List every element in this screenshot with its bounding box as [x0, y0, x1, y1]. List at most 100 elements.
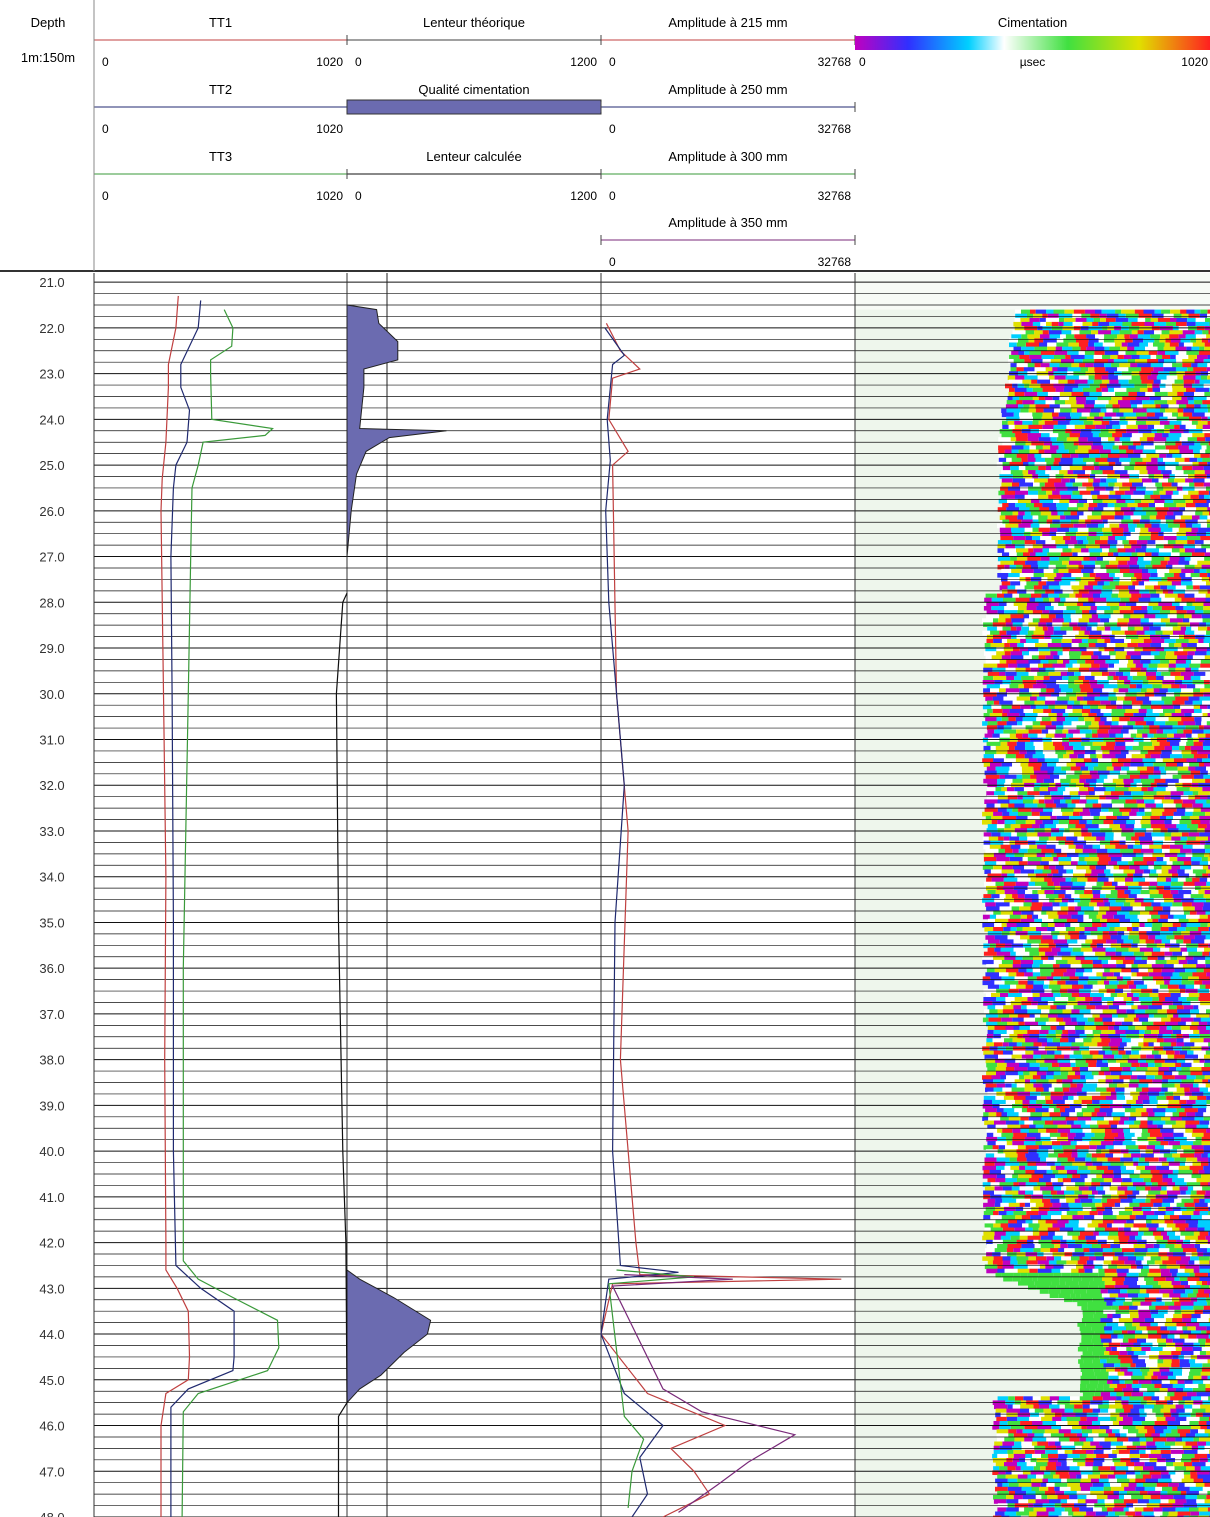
cimentation-pixel: [1171, 548, 1180, 553]
cimentation-pixel: [1122, 1141, 1136, 1146]
cimentation-pixel: [1123, 976, 1131, 981]
cimentation-pixel: [1078, 976, 1089, 981]
cimentation-pixel: [1057, 1013, 1071, 1019]
cimentation-pixel: [1033, 787, 1040, 792]
cimentation-pixel: [1122, 540, 1129, 545]
cimentation-pixel: [1192, 844, 1205, 850]
cimentation-pixel: [1136, 811, 1145, 817]
cimentation-pixel: [1071, 330, 1080, 335]
cimentation-pixel: [1123, 700, 1132, 706]
cimentation-pixel: [1062, 675, 1069, 681]
cimentation-pixel: [1108, 959, 1117, 965]
cimentation-pixel: [1155, 482, 1162, 488]
cimentation-pixel: [1143, 626, 1150, 632]
cimentation-pixel: [1065, 877, 1072, 883]
cimentation-pixel: [1130, 918, 1139, 924]
cimentation-pixel: [1146, 511, 1158, 516]
cimentation-pixel: [1097, 770, 1110, 776]
cimentation-pixel: [1163, 536, 1177, 541]
cimentation-pixel: [1004, 791, 1018, 796]
cimentation-pixel: [1114, 1136, 1125, 1142]
cimentation-pixel: [1142, 733, 1148, 739]
cimentation-pixel: [1088, 914, 1097, 920]
cimentation-pixel: [985, 848, 999, 854]
cimentation-pixel: [1032, 527, 1039, 533]
cimentation-pixel: [1142, 433, 1155, 438]
cimentation-pixel: [1089, 852, 1098, 858]
cimentation-pixel: [1115, 733, 1123, 739]
cimentation-pixel: [1011, 350, 1019, 356]
cimentation-pixel: [1125, 634, 1139, 640]
cimentation-pixel: [1157, 350, 1165, 356]
cimentation-pixel: [1085, 795, 1100, 800]
cimentation-pixel: [1022, 733, 1029, 739]
cimentation-pixel: [1038, 396, 1045, 401]
cimentation-pixel: [1123, 939, 1133, 944]
cimentation-pixel: [1004, 824, 1011, 829]
cimentation-pixel: [1023, 367, 1035, 372]
cimentation-pixel: [1038, 601, 1051, 607]
cimentation-pixel: [1063, 721, 1072, 726]
cimentation-pixel: [1189, 1095, 1198, 1101]
cimentation-pixel: [1153, 795, 1165, 800]
cimentation-pixel: [1104, 412, 1117, 418]
cimentation-pixel: [1123, 1128, 1130, 1134]
cimentation-pixel: [982, 1116, 989, 1121]
cimentation-pixel: [1133, 778, 1141, 784]
cimentation-pixel: [1146, 1108, 1153, 1113]
cimentation-pixel: [1125, 914, 1138, 920]
cimentation-pixel: [1164, 424, 1174, 430]
cimentation-pixel: [1066, 606, 1080, 611]
cimentation-pixel: [1005, 1001, 1011, 1006]
cimentation-pixel: [1193, 1050, 1206, 1056]
scale-min: 0: [102, 189, 109, 203]
cimentation-pixel: [1049, 531, 1057, 537]
cimentation-pixel: [986, 877, 992, 883]
cimentation-pixel: [998, 964, 1013, 969]
cimentation-pixel: [1128, 729, 1138, 734]
cimentation-pixel: [1192, 601, 1204, 607]
cimentation-pixel: [1014, 803, 1025, 809]
cimentation-pixel: [1105, 894, 1118, 899]
cimentation-pixel: [1183, 729, 1193, 734]
cimentation-pixel: [1199, 449, 1206, 455]
cimentation-pixel: [1091, 774, 1100, 780]
cimentation-pixel: [1095, 573, 1110, 578]
cimentation-pixel: [1093, 486, 1106, 492]
cimentation-pixel: [1088, 478, 1094, 483]
cimentation-pixel: [1180, 626, 1187, 632]
cimentation-pixel: [1160, 494, 1172, 500]
cimentation-pixel: [1161, 1087, 1168, 1093]
cimentation-pixel: [1081, 708, 1091, 714]
cimentation-pixel: [1056, 338, 1064, 343]
cimentation-pixel: [1098, 321, 1110, 327]
cimentation-pixel: [987, 708, 993, 714]
cimentation-pixel: [1108, 1120, 1119, 1126]
cimentation-pixel: [1046, 1034, 1056, 1039]
cimentation-pixel: [1197, 420, 1208, 426]
cimentation-pixel: [1150, 363, 1164, 368]
cimentation-pixel: [1030, 523, 1040, 529]
cimentation-pixel: [1072, 704, 1084, 710]
cimentation-pixel: [1184, 713, 1192, 718]
cimentation-pixel: [1044, 758, 1059, 763]
cimentation-pixel: [1122, 811, 1130, 817]
cimentation-pixel: [1206, 630, 1210, 636]
cimentation-pixel: [1108, 852, 1123, 858]
cimentation-pixel: [1022, 379, 1032, 385]
cimentation-pixel: [983, 943, 990, 949]
cimentation-pixel: [1097, 927, 1110, 932]
cimentation-pixel: [1160, 379, 1175, 385]
cimentation-pixel: [1024, 894, 1039, 899]
cimentation-pixel: [1127, 420, 1136, 426]
cimentation-pixel: [1041, 922, 1049, 928]
cimentation-pixel: [1195, 799, 1207, 804]
cimentation-pixel: [1183, 906, 1195, 911]
cimentation-pixel: [1206, 651, 1210, 656]
cimentation-pixel: [1146, 675, 1157, 681]
cimentation-pixel: [1091, 721, 1099, 726]
cimentation-pixel: [1091, 330, 1099, 335]
cimentation-pixel: [1042, 412, 1053, 418]
cimentation-pixel: [1093, 894, 1100, 899]
cimentation-pixel: [982, 1079, 994, 1084]
